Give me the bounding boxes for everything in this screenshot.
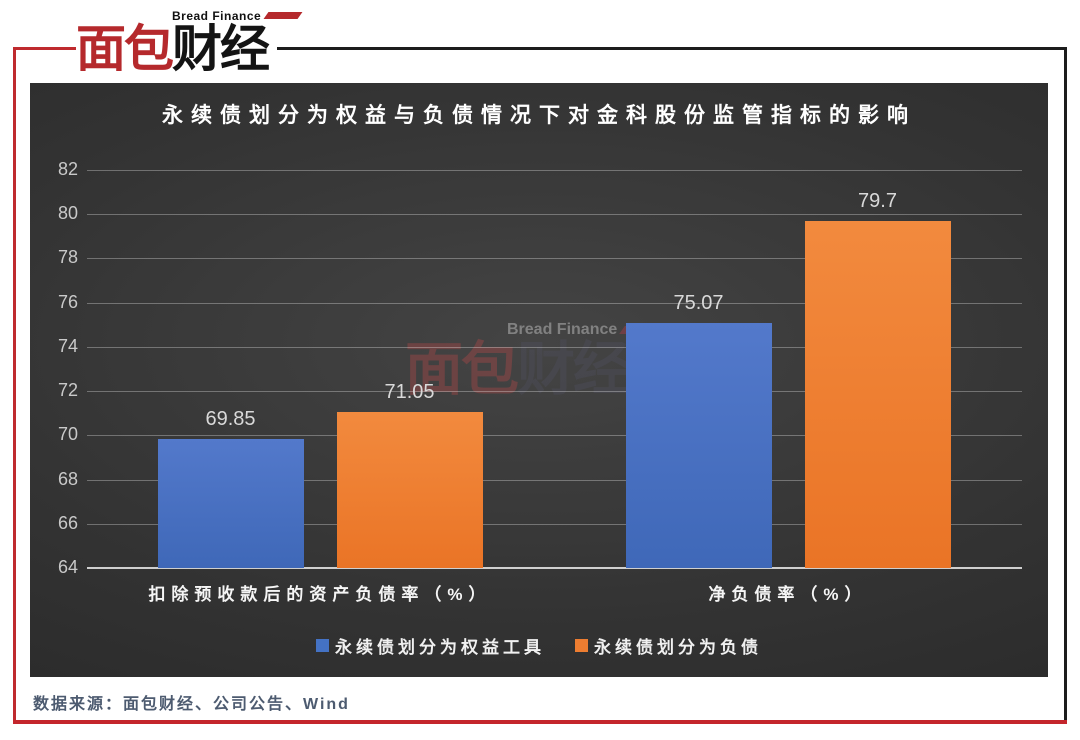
gridline	[87, 214, 1022, 216]
bar-blue	[625, 323, 772, 568]
gridline	[87, 302, 1022, 304]
logo-wordmark: 面包财经	[76, 23, 300, 75]
gridline	[87, 170, 1022, 171]
logo-wordmark-red: 面包	[76, 21, 174, 77]
logo-tagline: Bread Finance	[172, 8, 262, 23]
frame-border-bottom	[13, 720, 1067, 724]
bar-orange	[804, 220, 951, 568]
bar-value-label: 75.07	[673, 292, 724, 315]
logo-flag-icon	[263, 12, 303, 19]
chart-legend: 永续债划分为权益工具 永续债划分为负债	[30, 633, 1048, 658]
frame-border-top-red	[13, 47, 76, 50]
bar-blue	[157, 438, 304, 568]
y-axis-label: 80	[57, 203, 78, 224]
bar-value-label: 69.85	[205, 407, 256, 430]
gridline	[87, 523, 1022, 525]
gridline	[87, 258, 1022, 260]
gridline	[87, 346, 1022, 348]
y-axis-label: 82	[57, 159, 78, 179]
y-axis-label: 70	[57, 424, 78, 445]
logo-tagline-row: Bread Finance	[172, 8, 303, 23]
frame-border-left	[13, 47, 16, 724]
legend-swatch-icon	[575, 639, 588, 652]
y-axis-label: 64	[57, 557, 78, 577]
y-axis-label: 76	[57, 291, 78, 312]
bread-finance-logo: Bread Finance 面包财经	[76, 8, 303, 75]
y-axis-label: 78	[57, 247, 78, 268]
logo-wordmark-black: 财经	[172, 21, 270, 77]
y-axis-label: 72	[57, 380, 78, 401]
x-axis-category-label: 净负债率（%）	[708, 585, 868, 604]
frame-border-right	[1064, 47, 1067, 724]
x-axis-line	[87, 567, 1022, 569]
x-axis-category-label: 扣除预收款后的资产负债率（%）	[148, 585, 492, 604]
gridline	[87, 479, 1022, 481]
legend-swatch-icon	[316, 639, 329, 652]
bar-value-label: 71.05	[384, 381, 435, 404]
frame-border-top-black	[277, 47, 1067, 50]
chart-panel: 永续债划分为权益与负债情况下对金科股份监管指标的影响 Bread Finance…	[30, 83, 1048, 677]
gridline	[87, 391, 1022, 393]
gridline	[87, 435, 1022, 437]
legend-label: 永续债划分为负债	[594, 638, 762, 657]
legend-item: 永续债划分为负债	[575, 633, 762, 658]
data-source-text: 数据来源：面包财经、公司公告、Wind	[33, 696, 350, 713]
bar-value-label: 79.7	[858, 189, 897, 212]
y-axis-label: 74	[57, 335, 78, 356]
chart-title: 永续债划分为权益与负债情况下对金科股份监管指标的影响	[162, 104, 916, 127]
legend-item: 永续债划分为权益工具	[316, 633, 545, 658]
bar-orange	[336, 412, 483, 568]
legend-label: 永续债划分为权益工具	[335, 638, 545, 657]
y-axis-label: 66	[57, 512, 78, 533]
y-axis-label: 68	[57, 468, 78, 489]
watermark-tagline: Bread Finance	[507, 321, 618, 338]
